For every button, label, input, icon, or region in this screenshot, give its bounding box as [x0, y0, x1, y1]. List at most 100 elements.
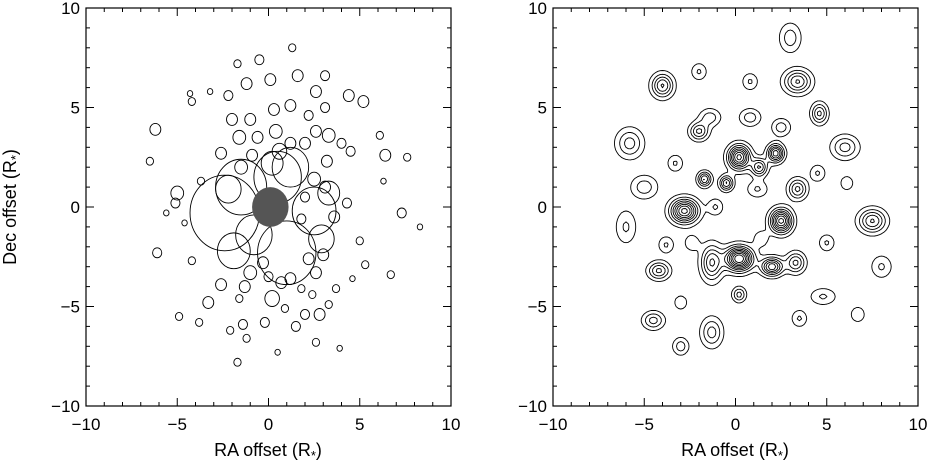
maser-spot [320, 102, 331, 113]
x-tick-label: −10 [72, 415, 101, 434]
maser-spot [181, 219, 188, 227]
maser-spot [299, 309, 311, 320]
maser-spot [324, 300, 333, 309]
maser-spot [310, 124, 322, 138]
maser-spot [240, 77, 253, 91]
maser-spot [341, 197, 352, 209]
maser-spot [235, 294, 244, 303]
left-axis-ticks: −10 −5 0 5 10 −10 −5 0 5 10 [51, 0, 460, 434]
left-y-axis-title: Dec offset (R*) [0, 149, 23, 265]
y-tick-label: 10 [528, 0, 547, 18]
maser-spot [396, 207, 407, 219]
maser-spot [163, 209, 170, 217]
maser-spot [403, 152, 412, 162]
maser-spot [237, 318, 248, 330]
maser-spot [274, 348, 281, 356]
right-panel: −10 −5 0 5 10 −10 −5 0 5 10 RA offset (R*) [518, 0, 927, 463]
maser-spot [174, 312, 184, 321]
maser-spot [299, 136, 311, 150]
maser-spot [284, 99, 297, 112]
maser-spot [296, 213, 307, 225]
x-tick-label: −5 [635, 415, 654, 434]
maser-spot [345, 145, 356, 157]
maser-spot [336, 137, 347, 149]
y-tick-label: −10 [518, 397, 547, 416]
maser-spot [226, 113, 238, 126]
x-tick-label: 0 [731, 415, 740, 434]
maser-spot [284, 272, 297, 286]
y-tick-label: −10 [51, 397, 80, 416]
contour-level [734, 254, 745, 263]
y-tick-label: 0 [538, 198, 547, 217]
maser-spot [310, 85, 322, 99]
maser-spot [170, 197, 181, 209]
maser-spot [223, 90, 234, 101]
maser-spot [416, 223, 424, 231]
maser-spot [234, 159, 248, 175]
maser-spot [288, 43, 297, 53]
maser-spot [328, 210, 341, 224]
right-x-axis-title: RA offset (R*) [681, 440, 789, 463]
maser-spot [375, 130, 384, 140]
x-tick-label: 10 [909, 415, 928, 434]
maser-spot [152, 247, 163, 259]
maser-spot [349, 275, 356, 283]
left-x-axis-title: RA offset (R*) [214, 440, 322, 463]
maser-spot-large [215, 174, 242, 204]
contour-level [624, 72, 883, 339]
maser-spot [302, 252, 315, 266]
y-tick-label: 0 [71, 198, 80, 217]
y-tick-label: 5 [71, 99, 80, 118]
maser-spot [187, 256, 196, 266]
x-tick-label: 5 [355, 415, 364, 434]
maser-spot [232, 129, 247, 145]
maser-spot-large [189, 174, 260, 252]
maser-spot [355, 236, 364, 246]
maser-spot [195, 317, 204, 327]
maser-spot [254, 54, 265, 66]
maser-spot [303, 110, 314, 121]
maser-spot [206, 88, 214, 96]
maser-spot [290, 320, 301, 332]
x-tick-label: 10 [442, 415, 461, 434]
maser-spot [244, 113, 257, 126]
maser-spot [145, 156, 154, 166]
right-plot-frame [552, 7, 919, 407]
maser-spot [257, 256, 269, 270]
maser-spot [264, 73, 277, 87]
contour-level [681, 154, 784, 265]
maser-spot [310, 266, 322, 280]
maser-spot [233, 357, 242, 367]
maser-spot [336, 344, 343, 352]
maser-spot [268, 103, 280, 116]
maser-spot [226, 325, 235, 335]
contour-level [676, 150, 788, 271]
maser-spot [320, 154, 333, 168]
maser-spot [342, 89, 355, 102]
maser-spot [380, 177, 387, 185]
maser-spot [149, 122, 162, 136]
contour-level [655, 75, 880, 274]
maser-spot [264, 290, 280, 307]
maser-spot-large [308, 224, 335, 254]
maser-spot [280, 304, 290, 313]
maser-spot [284, 136, 297, 150]
maser-spot [187, 97, 196, 106]
maser-spot [361, 260, 370, 270]
maser-spot [186, 90, 194, 98]
maser-spot-large [317, 180, 341, 206]
maser-spot [233, 59, 242, 69]
maser-spot [242, 333, 251, 343]
maser-spot [311, 337, 321, 347]
contour-level [660, 79, 875, 272]
contour-level [619, 29, 886, 352]
maser-spot [299, 191, 311, 203]
x-tick-label: −10 [539, 415, 568, 434]
maser-spot [321, 127, 336, 143]
maser-spot [170, 185, 185, 201]
x-tick-label: 0 [264, 415, 273, 434]
maser-spot [313, 308, 326, 321]
maser-spot [331, 284, 341, 294]
maser-spot [291, 69, 304, 83]
maser-spot [308, 290, 317, 299]
